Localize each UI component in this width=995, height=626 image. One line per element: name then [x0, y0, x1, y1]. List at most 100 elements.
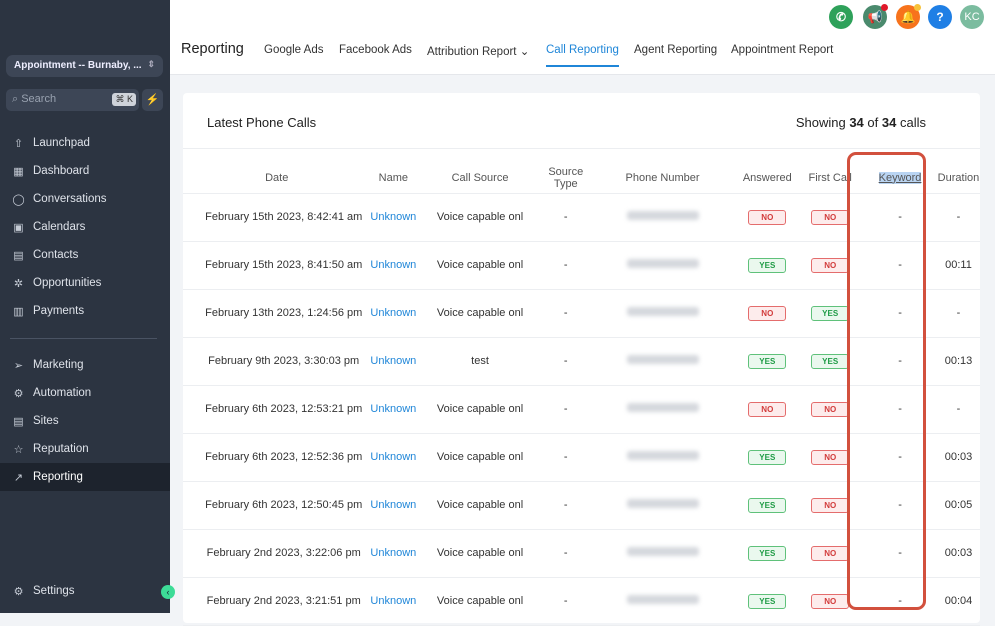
sidebar-item-conversations[interactable]: ◯ Conversations: [0, 185, 170, 213]
source-type: -: [543, 481, 588, 530]
sidebar-item-automation[interactable]: ⚙ Automation: [0, 379, 170, 407]
answered-cell: NO: [737, 385, 798, 434]
sidebar-item-label: Conversations: [33, 193, 107, 205]
sidebar-item-calendars[interactable]: ▣ Calendars: [0, 213, 170, 241]
column-header-name[interactable]: Name: [370, 163, 417, 194]
answered-badge: YES: [748, 545, 787, 561]
contact-name-link[interactable]: Unknown: [370, 577, 417, 626]
contact-name-link[interactable]: Unknown: [370, 193, 417, 242]
duration: 00:11: [936, 241, 980, 290]
sidebar-item-label: Automation: [33, 387, 92, 399]
avatar[interactable]: KC: [960, 5, 984, 29]
contact-name-link[interactable]: Unknown: [370, 385, 417, 434]
sidebar-item-label: Settings: [33, 585, 75, 597]
column-header-phone-number[interactable]: Phone Number: [587, 163, 738, 194]
sidebar-item-label: Reputation: [33, 443, 89, 455]
help-icon[interactable]: ?: [928, 5, 952, 29]
call-source: Voice capable onl: [416, 385, 544, 434]
first-call-badge: NO: [811, 593, 850, 609]
phone-icon[interactable]: ✆: [829, 5, 853, 29]
column-header-date[interactable]: Date: [183, 163, 371, 194]
sidebar-item-label: Opportunities: [33, 277, 102, 289]
search-input[interactable]: ⌕ Search ⌘ K: [6, 89, 139, 111]
call-source: test: [416, 337, 544, 386]
phone-number-redacted: [587, 289, 738, 338]
launchpad-icon: ⇧: [13, 137, 24, 150]
phone-number-redacted: [587, 193, 738, 242]
automation-icon: ⚙: [13, 387, 24, 400]
first-call-badge: NO: [811, 401, 850, 417]
contacts-icon: ▤: [13, 249, 24, 262]
call-source: Voice capable onl: [416, 577, 544, 626]
chart-icon: ↗: [13, 471, 24, 484]
answered-cell: YES: [737, 577, 798, 626]
sidebar-item-dashboard[interactable]: ▦ Dashboard: [0, 157, 170, 185]
tab-facebook-ads[interactable]: Facebook Ads: [339, 44, 412, 56]
source-type: -: [543, 289, 588, 338]
column-header-duration[interactable]: Duration: [936, 163, 980, 194]
sidebar-item-contacts[interactable]: ▤ Contacts: [0, 241, 170, 269]
tab-agent-reporting[interactable]: Agent Reporting: [634, 44, 718, 56]
tab-google-ads[interactable]: Google Ads: [264, 44, 324, 56]
location-name: Appointment -- Burnaby, ...: [14, 60, 142, 71]
opportunities-icon: ✲: [13, 277, 24, 290]
phone-number-redacted: [587, 241, 738, 290]
first-call-badge: NO: [811, 449, 850, 465]
sidebar-item-reporting[interactable]: ↗ Reporting: [0, 463, 170, 491]
sidebar-item-label: Sites: [33, 415, 59, 427]
tab-call-reporting[interactable]: Call Reporting: [546, 44, 619, 67]
call-source: Voice capable onl: [416, 481, 544, 530]
contact-name-link[interactable]: Unknown: [370, 529, 417, 578]
column-header-first-call[interactable]: First Call: [797, 163, 864, 194]
payments-icon: ▥: [13, 305, 24, 318]
divider: [183, 148, 980, 149]
sidebar-item-settings[interactable]: ⚙ Settings: [0, 577, 170, 605]
answered-cell: YES: [737, 433, 798, 482]
column-header-answered[interactable]: Answered: [737, 163, 798, 194]
first-call-cell: NO: [797, 481, 864, 530]
first-call-badge: NO: [811, 497, 850, 513]
contact-name-link[interactable]: Unknown: [370, 481, 417, 530]
sidebar-item-opportunities[interactable]: ✲ Opportunities: [0, 269, 170, 297]
answered-badge: NO: [748, 401, 787, 417]
dashboard-icon: ▦: [13, 165, 24, 178]
call-date: February 2nd 2023, 3:22:06 pm: [183, 529, 371, 578]
collapse-sidebar-icon[interactable]: ‹: [161, 585, 175, 599]
phone-number-redacted: [587, 433, 738, 482]
tab-attribution-report[interactable]: Attribution Report ⌄: [427, 46, 530, 58]
location-switcher[interactable]: Appointment -- Burnaby, ... ⇕: [6, 55, 163, 77]
column-header-source-type[interactable]: Source Type: [543, 163, 588, 194]
bell-icon[interactable]: 🔔: [896, 4, 921, 29]
sidebar-item-reputation[interactable]: ☆ Reputation: [0, 435, 170, 463]
sidebar-item-label: Payments: [33, 305, 85, 317]
phone-number-redacted: [587, 481, 738, 530]
tab-appointment-report[interactable]: Appointment Report: [731, 44, 834, 56]
call-date: February 15th 2023, 8:41:50 am: [183, 241, 371, 290]
first-call-cell: YES: [797, 289, 864, 338]
sidebar-item-marketing[interactable]: ➢ Marketing: [0, 351, 170, 379]
sidebar-item-label: Calendars: [33, 221, 86, 233]
megaphone-icon[interactable]: 📢: [863, 4, 888, 29]
phone-number-redacted: [587, 337, 738, 386]
sidebar-item-sites[interactable]: ▤ Sites: [0, 407, 170, 435]
sites-icon: ▤: [13, 415, 24, 428]
contact-name-link[interactable]: Unknown: [370, 433, 417, 482]
answered-cell: YES: [737, 241, 798, 290]
duration: 00:03: [936, 529, 980, 578]
contact-name-link[interactable]: Unknown: [370, 289, 417, 338]
column-header-call-source[interactable]: Call Source: [416, 163, 544, 194]
sidebar-item-payments[interactable]: ▥ Payments: [0, 297, 170, 325]
sidebar-item-label: Reporting: [33, 471, 83, 483]
source-type: -: [543, 337, 588, 386]
contact-name-link[interactable]: Unknown: [370, 241, 417, 290]
call-date: February 6th 2023, 12:53:21 pm: [183, 385, 371, 434]
keyword-column-highlight: [847, 152, 926, 610]
call-date: February 2nd 2023, 3:21:51 pm: [183, 577, 371, 626]
duration: -: [936, 289, 980, 338]
quick-action-bolt-icon[interactable]: ⚡: [142, 89, 163, 111]
sidebar-item-launchpad[interactable]: ⇧ Launchpad: [0, 129, 170, 157]
send-icon: ➢: [13, 359, 24, 372]
call-source: Voice capable onl: [416, 289, 544, 338]
contact-name-link[interactable]: Unknown: [370, 337, 417, 386]
source-type: -: [543, 529, 588, 578]
